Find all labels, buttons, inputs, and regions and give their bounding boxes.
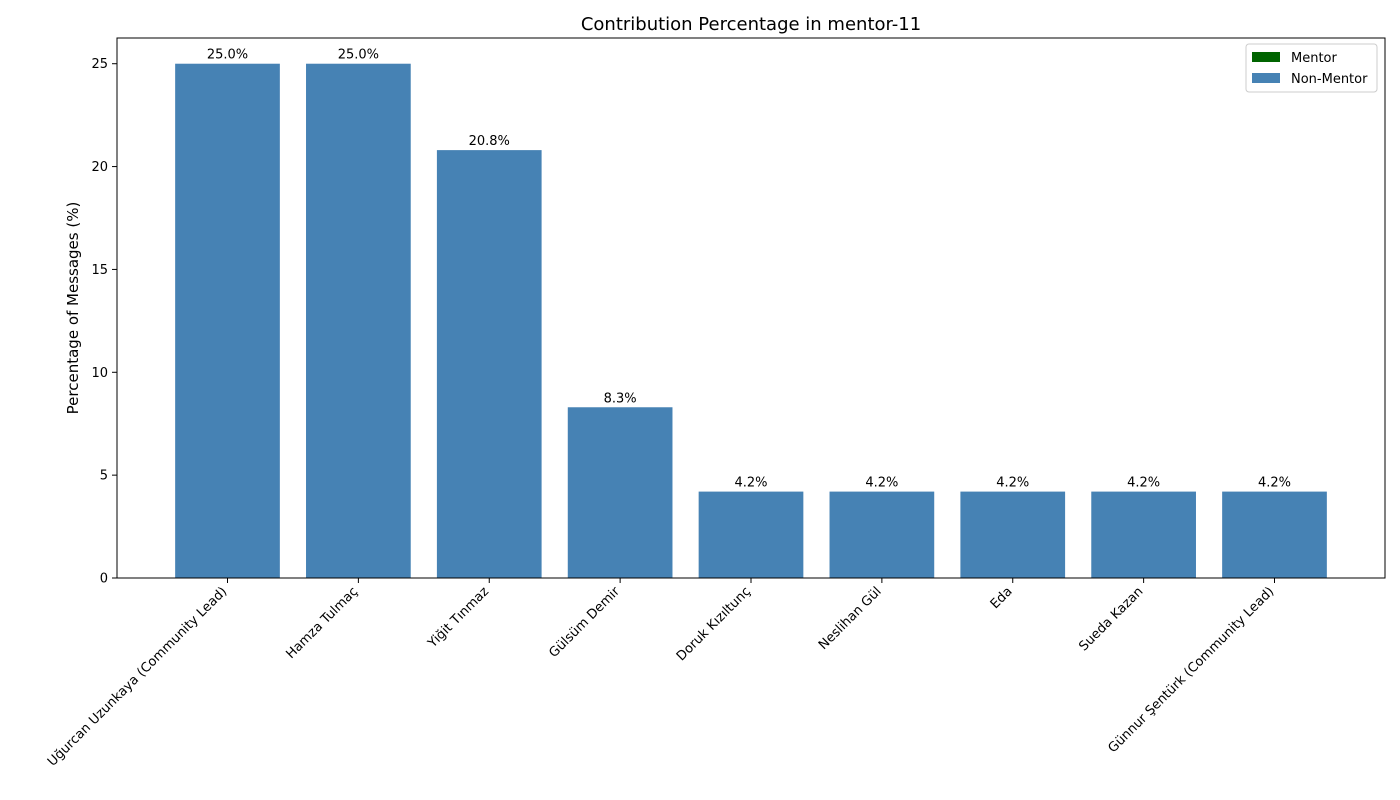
x-tick-label: Sueda Kazan [1076, 584, 1146, 654]
y-tick-label: 15 [91, 263, 108, 278]
x-axis-ticks: Uğurcan Uzunkaya (Community Lead) Hamza T… [45, 578, 1277, 770]
bar [960, 491, 1066, 578]
x-tick-label: Hamza Tulmaç [283, 584, 361, 662]
bar [829, 491, 935, 578]
bars-group [175, 63, 1327, 578]
legend-label: Mentor [1291, 51, 1338, 66]
bar-data-label: 8.3% [604, 391, 637, 406]
bar-data-label: 25.0% [338, 48, 379, 63]
y-axis-label: Percentage of Messages (%) [64, 202, 82, 415]
bar [175, 63, 280, 578]
y-tick-label: 0 [100, 572, 108, 587]
x-tick-label: Eda [988, 584, 1016, 612]
bar-data-label: 4.2% [1127, 476, 1160, 491]
bar [1091, 491, 1196, 578]
y-tick-label: 20 [91, 160, 108, 175]
bar-data-label: 4.2% [734, 476, 767, 491]
bar [698, 491, 804, 578]
plot-frame [116, 37, 1386, 579]
bar [436, 150, 542, 578]
y-tick-label: 5 [100, 469, 108, 484]
x-tick-label: Doruk Kızıltunç [674, 584, 754, 664]
bar-data-label: 4.2% [865, 476, 898, 491]
chart-title: Contribution Percentage in mentor-11 [581, 14, 921, 35]
y-tick-label: 10 [91, 366, 108, 381]
bar [567, 407, 673, 578]
y-tick-label: 25 [91, 57, 108, 72]
bar [306, 63, 411, 578]
bar-data-label: 20.8% [469, 134, 510, 149]
bar-data-label: 4.2% [1258, 476, 1291, 491]
bar [1222, 491, 1327, 578]
bar-data-label: 4.2% [996, 476, 1029, 491]
x-tick-label: Neslihan Gül [816, 584, 885, 653]
legend: Mentor Non-Mentor [1245, 43, 1378, 93]
x-tick-label: Yiğit Tınmaz [425, 584, 493, 652]
legend-swatch [1252, 52, 1280, 62]
bar-labels-group: 25.0% 25.0% 20.8% 8.3% 4.2% 4.2% 4.2% 4.2% 4.2% [207, 48, 1291, 491]
legend-label: Non-Mentor [1291, 72, 1368, 87]
y-axis-ticks: 0 5 10 15 20 25 [91, 57, 117, 587]
legend-swatch [1252, 73, 1280, 83]
x-tick-label: Uğurcan Uzunkaya (Community Lead) [45, 584, 230, 769]
x-tick-label: Gülsüm Demir [546, 584, 623, 661]
bar-data-label: 25.0% [207, 48, 248, 63]
